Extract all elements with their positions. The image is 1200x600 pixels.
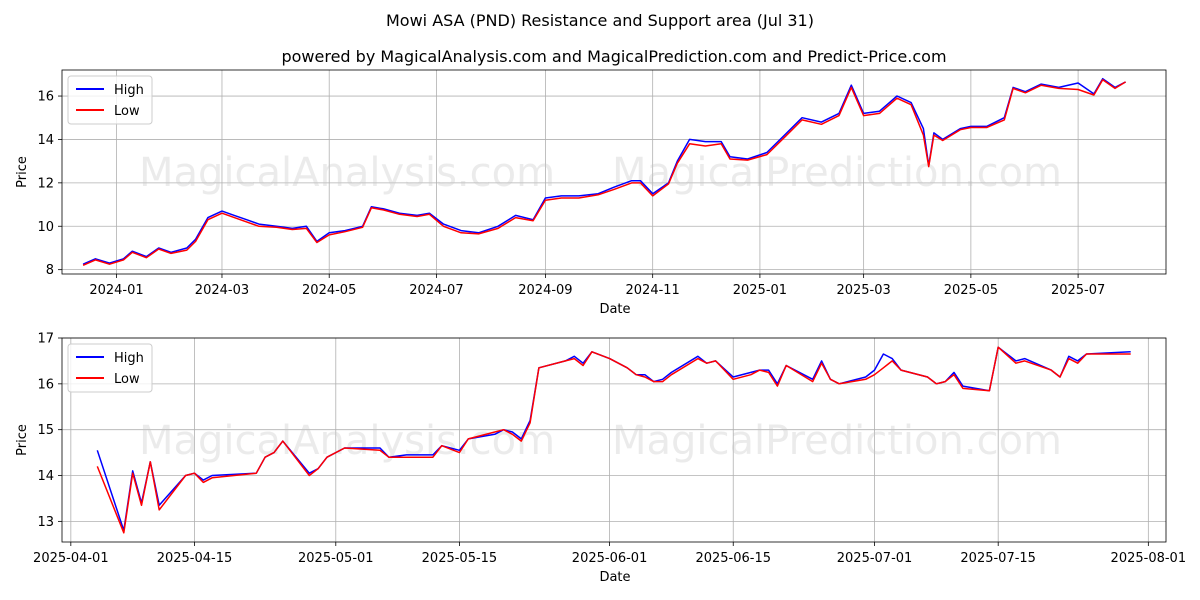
legend-label-high: High [114, 83, 144, 98]
chart-subtitle: powered by MagicalAnalysis.com and Magic… [281, 47, 946, 66]
x-axis-label: Date [599, 302, 630, 317]
x-tick-label: 2024-03 [195, 283, 249, 298]
x-tick-label: 2025-01 [733, 283, 787, 298]
x-tick-label: 2025-05 [944, 283, 998, 298]
watermark-analysis: MagicalAnalysis.com [139, 418, 555, 464]
x-tick-label: 2024-01 [89, 283, 143, 298]
series-line-low [96, 346, 1131, 534]
y-tick-label: 17 [37, 332, 54, 347]
y-tick-label: 12 [37, 176, 54, 191]
y-axis-label: Price [15, 424, 30, 456]
x-tick-label: 2024-09 [518, 283, 572, 298]
chart-title: Mowi ASA (PND) Resistance and Support ar… [386, 11, 814, 30]
y-tick-label: 16 [37, 377, 54, 392]
series-line-low [82, 79, 1126, 266]
y-tick-label: 10 [37, 220, 54, 235]
legend-label-low: Low [114, 372, 140, 387]
x-tick-label: 2025-07-15 [960, 551, 1036, 566]
x-tick-label: 2025-03 [836, 283, 890, 298]
x-tick-label: 2025-07-01 [837, 551, 913, 566]
y-tick-label: 14 [37, 469, 54, 484]
legend-label-high: High [114, 351, 144, 366]
x-tick-label: 2025-04-15 [157, 551, 233, 566]
x-tick-label: 2025-05-01 [298, 551, 374, 566]
x-tick-label: 2025-08-01 [1111, 551, 1187, 566]
y-tick-label: 14 [37, 133, 54, 148]
watermark-prediction: MagicalPrediction.com [612, 418, 1062, 464]
watermark-prediction: MagicalPrediction.com [612, 150, 1062, 196]
chart-panel-1: 2024-01 2024-03 2024-05 2024-07 2024-09 2024-… [15, 69, 1167, 317]
x-tick-label: 2025-07 [1051, 283, 1105, 298]
x-tick-label: 2024-07 [409, 283, 463, 298]
x-tick-label: 2025-04-01 [33, 551, 109, 566]
plot-frame [61, 337, 1167, 543]
x-axis-label: Date [599, 570, 630, 585]
x-tick-label: 2025-06-01 [572, 551, 648, 566]
series-line-high [82, 77, 1126, 265]
legend-label-low: Low [114, 104, 140, 119]
x-tick-label: 2025-06-15 [695, 551, 771, 566]
y-tick-label: 8 [46, 263, 54, 278]
x-tick-label: 2025-05-15 [422, 551, 498, 566]
plot-frame [61, 69, 1167, 275]
y-tick-label: 15 [37, 423, 54, 438]
watermark-analysis: MagicalAnalysis.com [139, 150, 555, 196]
x-tick-label: 2024-05 [302, 283, 356, 298]
y-axis-label: Price [15, 156, 30, 188]
x-tick-label: 2024-11 [626, 283, 680, 298]
y-tick-label: 13 [37, 515, 54, 530]
y-tick-label: 16 [37, 90, 54, 105]
chart-panel-2: 2025-04-01 2025-04-15 2025-05-01 2025-05-15… [15, 332, 1186, 586]
